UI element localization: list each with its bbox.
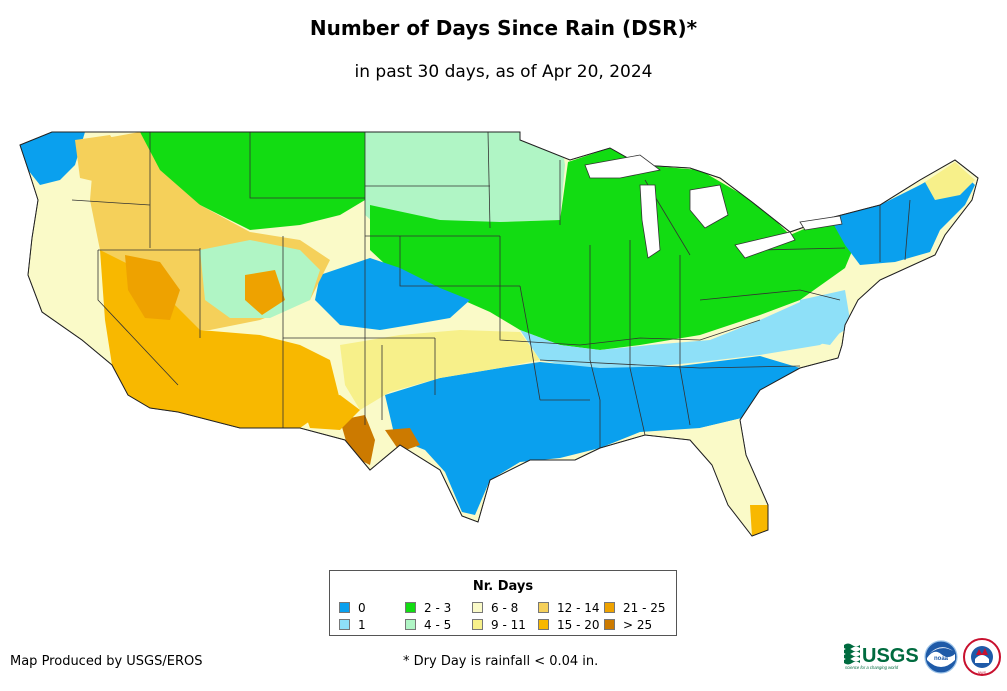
nws-logo: NWS bbox=[963, 638, 1001, 676]
legend-label-1: 1 bbox=[358, 618, 366, 632]
legend-swatch-2 bbox=[405, 602, 416, 613]
region-montana bbox=[140, 132, 365, 230]
usgs-tagline: science for a changing world bbox=[845, 665, 899, 670]
legend-swatch-6 bbox=[538, 602, 549, 613]
region-plains-wet bbox=[315, 258, 470, 330]
region-texas-dry-1 bbox=[340, 415, 375, 465]
legend-label-5: 9 - 11 bbox=[491, 618, 526, 632]
legend-label-6: 12 - 14 bbox=[557, 601, 600, 615]
lake-michigan bbox=[639, 184, 661, 259]
region-south bbox=[385, 356, 800, 515]
state-boundaries bbox=[71, 131, 911, 448]
noaa-logo: noaa bbox=[924, 640, 958, 674]
dsr-regions bbox=[20, 132, 975, 536]
region-dakotas bbox=[365, 132, 565, 228]
dry-day-footnote: * Dry Day is rainfall < 0.04 in. bbox=[403, 654, 599, 669]
region-midwest bbox=[370, 148, 860, 350]
legend-label-9: > 25 bbox=[623, 618, 653, 632]
region-great-basin bbox=[125, 255, 180, 320]
region-west-texas bbox=[300, 395, 360, 430]
region-southern-plains bbox=[340, 330, 540, 410]
legend-swatch-1 bbox=[339, 619, 350, 630]
legend-title: Nr. Days bbox=[472, 579, 534, 594]
legend-label-7: 15 - 20 bbox=[557, 618, 600, 632]
lake-erie bbox=[734, 231, 796, 259]
legend-swatch-4 bbox=[472, 602, 483, 613]
legend-label-3: 4 - 5 bbox=[424, 618, 452, 632]
us-dsr-map bbox=[19, 131, 979, 537]
legend-label-0: 0 bbox=[358, 601, 366, 615]
region-ohio-valley bbox=[520, 302, 845, 368]
usgs-wordmark: USGS bbox=[862, 645, 919, 667]
legend-label-2: 2 - 3 bbox=[424, 601, 452, 615]
map-title: Number of Days Since Rain (DSR)* bbox=[309, 16, 698, 40]
legend-swatch-9 bbox=[604, 619, 615, 630]
legend-swatch-7 bbox=[538, 619, 549, 630]
region-texas-dry-2 bbox=[385, 428, 420, 452]
legend-label-4: 6 - 8 bbox=[491, 601, 519, 615]
region-pnw-interior bbox=[75, 135, 130, 185]
legend-label-8: 21 - 25 bbox=[623, 601, 666, 615]
nws-wordmark: NWS bbox=[978, 671, 987, 675]
map-subtitle: in past 30 days, as of Apr 20, 2024 bbox=[354, 62, 653, 82]
region-utah-patch bbox=[245, 270, 285, 315]
region-south-florida bbox=[750, 505, 768, 536]
legend-swatch-8 bbox=[604, 602, 615, 613]
region-pnw-coast bbox=[20, 132, 85, 185]
noaa-wordmark: noaa bbox=[934, 656, 949, 662]
legend-swatch-3 bbox=[405, 619, 416, 630]
map-credit: Map Produced by USGS/EROS bbox=[10, 654, 203, 669]
usgs-logo: USGS science for a changing world bbox=[844, 643, 919, 670]
lake-superior bbox=[584, 154, 661, 179]
region-maine bbox=[925, 162, 975, 200]
lake-ontario bbox=[799, 215, 843, 231]
region-mid-atlantic bbox=[800, 290, 850, 345]
lake-huron bbox=[689, 184, 729, 229]
legend-swatch-0 bbox=[339, 602, 350, 613]
legend-swatch-5 bbox=[472, 619, 483, 630]
great-lakes bbox=[584, 154, 843, 259]
us-outline bbox=[19, 131, 979, 537]
legend-box: Nr. Days 0 1 2 - 3 4 - 5 6 - 8 9 - 11 12… bbox=[329, 570, 677, 636]
